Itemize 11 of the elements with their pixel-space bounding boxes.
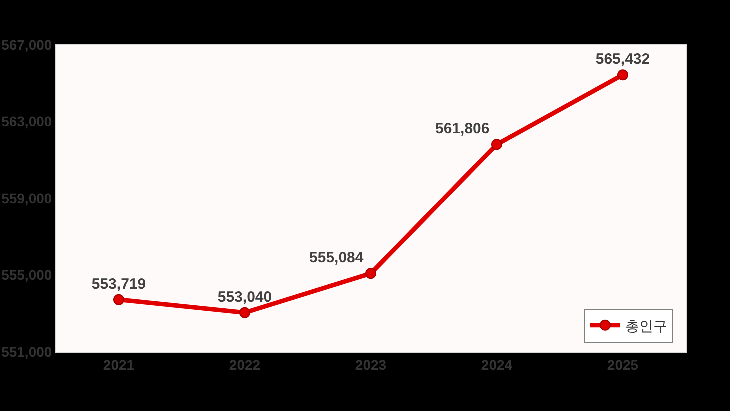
point [240,307,250,318]
point [618,70,628,81]
text: 561,806 [436,120,490,138]
legend-label: 총인구 [625,318,668,334]
text: 553,719 [92,276,146,293]
point [492,139,502,150]
text: 555,084 [310,250,364,267]
point [366,268,376,280]
text: 565,432 [596,51,650,68]
text: 553,040 [218,288,272,306]
point [114,294,124,306]
